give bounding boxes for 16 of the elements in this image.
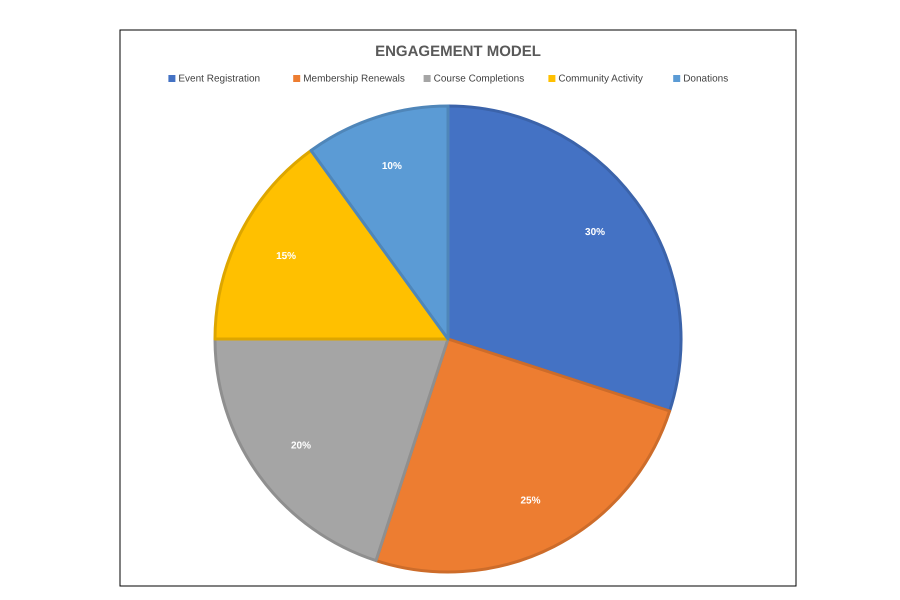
data-label: 20% — [290, 440, 312, 452]
chart-title: ENGAGEMENT MODEL — [375, 43, 541, 60]
pie-slice — [214, 338, 450, 562]
pie-slice — [310, 104, 450, 340]
pie-slice — [214, 149, 450, 340]
legend-label: Membership Renewals — [303, 74, 405, 85]
legend-label: Event Registration — [178, 74, 260, 85]
legend-label: Donations — [683, 74, 728, 85]
pie-slice — [446, 104, 682, 412]
data-label: 15% — [276, 251, 296, 262]
data-label: 10% — [382, 160, 402, 172]
data-label: 25% — [520, 496, 541, 507]
data-label: 30% — [585, 226, 606, 238]
pie-slice — [374, 338, 672, 574]
legend-label: Community Activity — [558, 74, 643, 85]
legend-label: Course Completions — [434, 74, 524, 85]
